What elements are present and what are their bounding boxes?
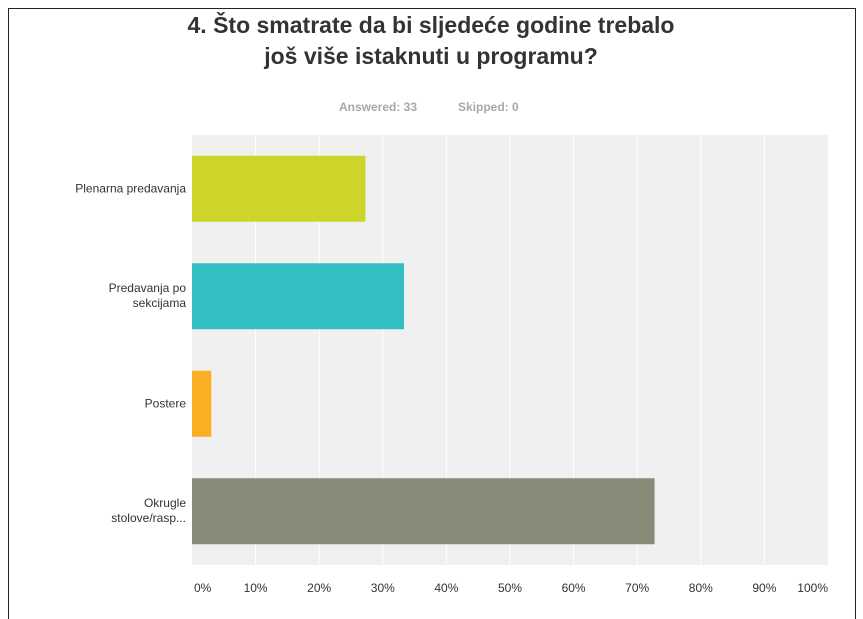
x-tick-label: 20% bbox=[307, 581, 331, 595]
bar bbox=[192, 478, 655, 545]
category-label: Okrugle stolove/rasp... bbox=[111, 496, 186, 526]
bar bbox=[192, 370, 212, 437]
category-label: Postere bbox=[144, 396, 186, 411]
x-tick-label: 100% bbox=[797, 581, 828, 595]
category-label: Predavanja po sekcijama bbox=[108, 281, 186, 311]
x-tick-label: 80% bbox=[689, 581, 713, 595]
x-tick-label: 50% bbox=[498, 581, 522, 595]
x-tick-label: 10% bbox=[244, 581, 268, 595]
category-label: Plenarna predavanja bbox=[75, 181, 186, 196]
answered: Answered: 33 bbox=[339, 100, 418, 114]
bar bbox=[192, 155, 366, 222]
skipped: Skipped: 0 bbox=[458, 100, 519, 114]
x-tick-label: 90% bbox=[752, 581, 776, 595]
frame bbox=[8, 8, 856, 619]
chart-title: 4. Što smatrate da bi sljedeće godine tr… bbox=[187, 12, 675, 69]
x-tick-label: 30% bbox=[371, 581, 395, 595]
x-tick-label: 70% bbox=[625, 581, 649, 595]
x-tick-label: 60% bbox=[562, 581, 586, 595]
x-tick-label: 40% bbox=[434, 581, 458, 595]
bar bbox=[192, 263, 404, 330]
x-tick-label: 0% bbox=[194, 581, 212, 595]
